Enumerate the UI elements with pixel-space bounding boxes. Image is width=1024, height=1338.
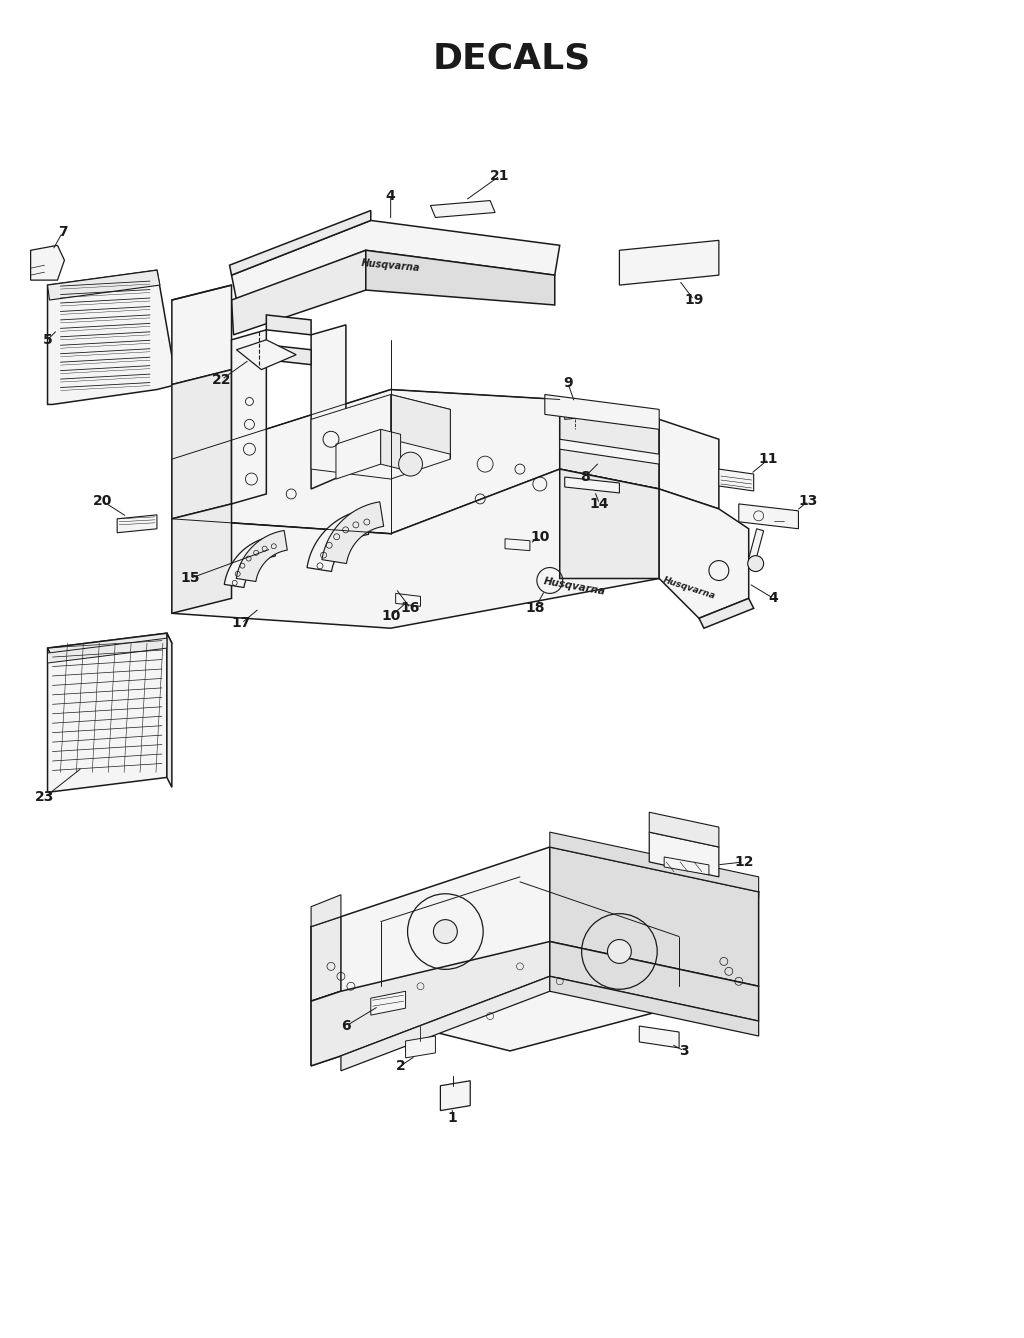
Text: 19: 19 — [684, 293, 703, 306]
Text: 8: 8 — [580, 470, 590, 484]
Polygon shape — [639, 1026, 679, 1048]
Text: 21: 21 — [490, 169, 510, 183]
Text: 7: 7 — [57, 225, 68, 240]
Text: Husqvarna: Husqvarna — [543, 577, 606, 597]
Polygon shape — [172, 369, 231, 519]
Text: 11: 11 — [759, 452, 778, 466]
Polygon shape — [311, 991, 341, 1066]
Polygon shape — [172, 285, 231, 384]
Text: Husqvarna: Husqvarna — [662, 575, 717, 601]
Text: 20: 20 — [92, 494, 112, 508]
Text: 10: 10 — [381, 609, 400, 624]
Text: 12: 12 — [734, 855, 754, 868]
Polygon shape — [550, 832, 759, 892]
Polygon shape — [336, 429, 381, 479]
Text: 5: 5 — [43, 333, 52, 347]
Polygon shape — [167, 633, 172, 787]
Polygon shape — [231, 250, 366, 334]
Text: 3: 3 — [679, 1044, 689, 1058]
Polygon shape — [224, 537, 275, 587]
Polygon shape — [366, 250, 555, 305]
Text: 2: 2 — [395, 1058, 406, 1073]
Polygon shape — [266, 345, 311, 365]
Text: 15: 15 — [180, 571, 200, 586]
Polygon shape — [311, 895, 341, 927]
Polygon shape — [231, 221, 560, 300]
Polygon shape — [381, 429, 400, 470]
Polygon shape — [371, 991, 406, 1016]
Polygon shape — [311, 847, 759, 1050]
Polygon shape — [430, 201, 495, 218]
Polygon shape — [311, 395, 451, 479]
Polygon shape — [560, 470, 659, 578]
Polygon shape — [31, 245, 65, 280]
Circle shape — [748, 555, 764, 571]
Polygon shape — [307, 510, 369, 571]
Text: 10: 10 — [530, 530, 550, 543]
Text: 13: 13 — [799, 494, 818, 508]
Polygon shape — [659, 419, 719, 508]
Circle shape — [398, 452, 423, 476]
Polygon shape — [550, 977, 759, 1036]
Text: 1: 1 — [447, 1111, 457, 1124]
Polygon shape — [505, 539, 529, 551]
Polygon shape — [699, 598, 754, 629]
Text: 22: 22 — [212, 372, 231, 387]
Polygon shape — [749, 529, 764, 561]
Text: 23: 23 — [35, 791, 54, 804]
Polygon shape — [406, 1036, 435, 1058]
Polygon shape — [311, 325, 346, 488]
Polygon shape — [266, 314, 311, 334]
Polygon shape — [172, 504, 231, 613]
Polygon shape — [47, 270, 160, 300]
Polygon shape — [47, 633, 167, 792]
Polygon shape — [172, 470, 659, 629]
Polygon shape — [395, 594, 421, 606]
Text: 9: 9 — [563, 376, 572, 389]
Polygon shape — [237, 530, 288, 582]
Text: 4: 4 — [769, 591, 778, 605]
Polygon shape — [311, 942, 550, 1066]
Text: DECALS: DECALS — [433, 41, 591, 75]
Circle shape — [607, 939, 632, 963]
Polygon shape — [47, 270, 177, 404]
Text: 14: 14 — [590, 496, 609, 511]
Polygon shape — [322, 502, 384, 563]
Text: Husqvarna: Husqvarna — [360, 258, 421, 273]
Polygon shape — [237, 340, 296, 369]
Polygon shape — [564, 403, 585, 419]
Polygon shape — [738, 504, 799, 529]
Polygon shape — [47, 638, 167, 664]
Polygon shape — [545, 395, 659, 429]
Circle shape — [433, 919, 458, 943]
Polygon shape — [649, 812, 719, 847]
Polygon shape — [117, 515, 157, 533]
Polygon shape — [550, 847, 759, 986]
Polygon shape — [659, 488, 749, 618]
Polygon shape — [719, 470, 754, 491]
Polygon shape — [172, 389, 560, 534]
Polygon shape — [341, 977, 550, 1070]
Text: 6: 6 — [341, 1020, 350, 1033]
Text: 4: 4 — [386, 189, 395, 202]
Text: 18: 18 — [525, 601, 545, 615]
Polygon shape — [550, 942, 759, 1021]
Text: 17: 17 — [231, 617, 251, 630]
Text: 16: 16 — [400, 601, 420, 615]
Polygon shape — [440, 1081, 470, 1111]
Polygon shape — [47, 633, 172, 658]
Polygon shape — [665, 856, 709, 875]
Polygon shape — [560, 400, 659, 488]
Polygon shape — [564, 478, 620, 492]
Polygon shape — [229, 210, 371, 276]
Polygon shape — [620, 241, 719, 285]
Polygon shape — [391, 395, 451, 459]
Polygon shape — [231, 330, 266, 504]
Polygon shape — [311, 917, 341, 1001]
Polygon shape — [649, 832, 719, 876]
Polygon shape — [560, 439, 659, 464]
